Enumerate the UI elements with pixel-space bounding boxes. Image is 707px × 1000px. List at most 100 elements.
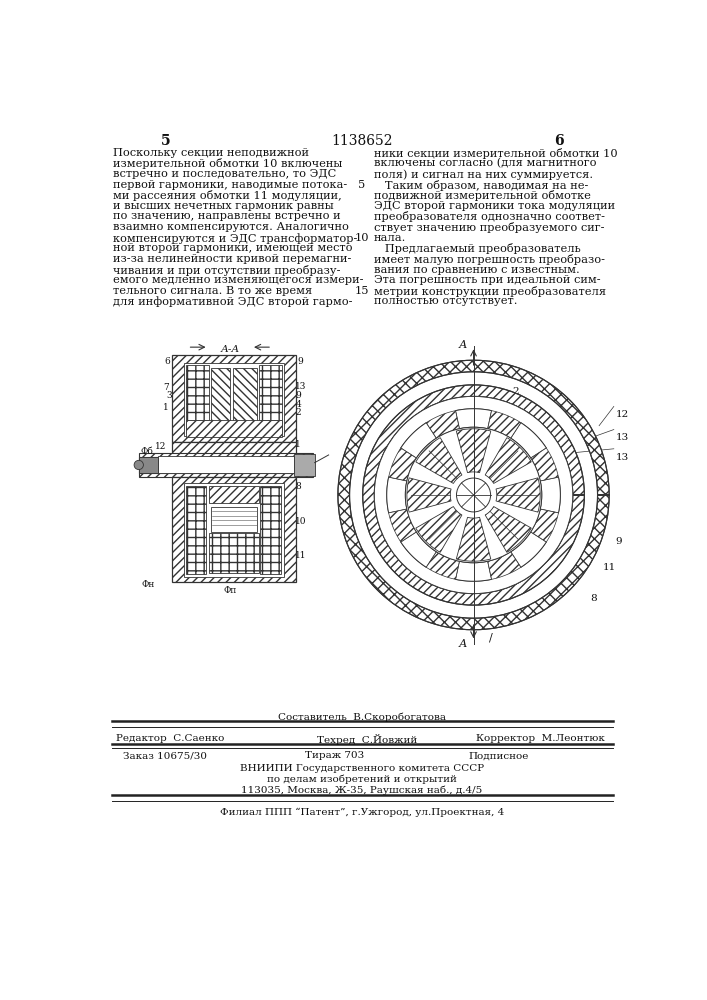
Text: метрии конструкции преобразователя: метрии конструкции преобразователя bbox=[373, 286, 606, 297]
Text: 15: 15 bbox=[355, 286, 369, 296]
Text: Φп: Φп bbox=[223, 586, 237, 595]
Polygon shape bbox=[401, 423, 436, 458]
Circle shape bbox=[134, 460, 144, 470]
Text: включены согласно (для магнитного: включены согласно (для магнитного bbox=[373, 158, 596, 169]
Text: имеет малую погрешность преобразо-: имеет малую погрешность преобразо- bbox=[373, 254, 604, 265]
Polygon shape bbox=[455, 409, 491, 429]
Polygon shape bbox=[485, 507, 531, 552]
Text: /: / bbox=[489, 632, 493, 642]
Polygon shape bbox=[209, 533, 259, 573]
Polygon shape bbox=[233, 368, 257, 432]
Polygon shape bbox=[416, 438, 462, 483]
Text: емого медленно изменяющегося измери-: емого медленно изменяющегося измери- bbox=[113, 275, 363, 285]
Text: вания по сравнению с известным.: вания по сравнению с известным. bbox=[373, 265, 579, 275]
Text: ники секции измерительной обмотки 10: ники секции измерительной обмотки 10 bbox=[373, 148, 617, 159]
Text: Таким образом, наводимая на не-: Таким образом, наводимая на не- bbox=[373, 180, 588, 191]
Text: подвижной измерительной обмотке: подвижной измерительной обмотке bbox=[373, 190, 590, 201]
Text: компенсируются и ЭДС трансформатор-: компенсируются и ЭДС трансформатор- bbox=[113, 233, 358, 244]
Text: Корректор  М.Леонтюк: Корректор М.Леонтюк bbox=[476, 734, 604, 743]
Polygon shape bbox=[403, 533, 435, 565]
Circle shape bbox=[374, 396, 573, 594]
Polygon shape bbox=[209, 486, 259, 503]
Text: ствует значению преобразуемого сиг-: ствует значению преобразуемого сиг- bbox=[373, 222, 604, 233]
Polygon shape bbox=[293, 454, 315, 476]
Polygon shape bbox=[540, 477, 561, 513]
Polygon shape bbox=[338, 360, 609, 630]
Text: ВНИИПИ Государственного комитета СССР: ВНИИПИ Государственного комитета СССР bbox=[240, 764, 484, 773]
Polygon shape bbox=[496, 478, 540, 512]
Text: 4: 4 bbox=[296, 400, 301, 409]
Text: 1: 1 bbox=[296, 440, 301, 449]
Text: 113035, Москва, Ж-35, Раушская наб., д.4/5: 113035, Москва, Ж-35, Раушская наб., д.4… bbox=[241, 785, 483, 795]
Text: 3: 3 bbox=[166, 391, 172, 400]
Polygon shape bbox=[426, 411, 460, 438]
Text: тельного сигнала. В то же время: тельного сигнала. В то же время bbox=[113, 286, 312, 296]
Text: Φн: Φн bbox=[141, 580, 155, 589]
Text: и высших нечетных гармоник равны: и высших нечетных гармоник равны bbox=[113, 201, 334, 211]
Polygon shape bbox=[139, 457, 158, 473]
Text: А-А: А-А bbox=[221, 345, 240, 354]
Text: Тираж 703: Тираж 703 bbox=[305, 751, 365, 760]
Polygon shape bbox=[512, 533, 544, 565]
Polygon shape bbox=[211, 507, 257, 532]
Polygon shape bbox=[510, 423, 547, 458]
Polygon shape bbox=[387, 477, 407, 513]
Text: полностью отсутствует.: полностью отсутствует. bbox=[373, 296, 517, 306]
Polygon shape bbox=[488, 552, 521, 579]
Polygon shape bbox=[401, 532, 436, 567]
Text: 12: 12 bbox=[155, 442, 166, 451]
Text: ной второй гармоники, имеющей место: ной второй гармоники, имеющей место bbox=[113, 243, 353, 253]
Text: взаимно компенсируются. Аналогично: взаимно компенсируются. Аналогично bbox=[113, 222, 349, 232]
Text: 9: 9 bbox=[296, 391, 301, 400]
Text: для информативной ЭДС второй гармо-: для информативной ЭДС второй гармо- bbox=[113, 296, 353, 307]
Polygon shape bbox=[455, 561, 491, 581]
Text: измерительной обмотки 10 включены: измерительной обмотки 10 включены bbox=[113, 158, 343, 169]
Polygon shape bbox=[186, 486, 206, 574]
Polygon shape bbox=[172, 442, 296, 457]
Text: по делам изобретений и открытий: по делам изобретений и открытий bbox=[267, 774, 457, 784]
Text: встречно и последовательно, то ЭДС: встречно и последовательно, то ЭДС bbox=[113, 169, 337, 179]
Text: 12: 12 bbox=[615, 410, 629, 419]
Text: Подписное: Подписное bbox=[468, 751, 529, 760]
Text: нала.: нала. bbox=[373, 233, 406, 243]
Text: 1138652: 1138652 bbox=[331, 134, 392, 148]
Circle shape bbox=[405, 427, 542, 563]
Text: А: А bbox=[459, 639, 467, 649]
Text: 1: 1 bbox=[163, 403, 169, 412]
Polygon shape bbox=[540, 477, 561, 513]
Text: 11: 11 bbox=[296, 551, 307, 560]
Polygon shape bbox=[259, 365, 282, 433]
Polygon shape bbox=[172, 477, 296, 582]
Circle shape bbox=[457, 478, 491, 512]
Polygon shape bbox=[416, 507, 462, 552]
Polygon shape bbox=[387, 477, 407, 513]
Text: преобразователя однозначно соответ-: преобразователя однозначно соответ- bbox=[373, 211, 604, 222]
Polygon shape bbox=[488, 411, 521, 438]
Polygon shape bbox=[389, 478, 404, 512]
Text: Составитель  В.Скоробогатова: Составитель В.Скоробогатова bbox=[278, 713, 446, 722]
Polygon shape bbox=[139, 453, 313, 477]
Text: Предлагаемый преобразователь: Предлагаемый преобразователь bbox=[373, 243, 580, 254]
Polygon shape bbox=[456, 429, 491, 473]
Text: 8: 8 bbox=[590, 594, 597, 603]
Text: 5: 5 bbox=[161, 134, 170, 148]
Polygon shape bbox=[186, 365, 209, 433]
Text: 6: 6 bbox=[165, 357, 170, 366]
Text: Заказ 10675/30: Заказ 10675/30 bbox=[123, 751, 207, 760]
Text: Филиал ППП “Патент”, г.Ужгород, ул.Проектная, 4: Филиал ППП “Патент”, г.Ужгород, ул.Проек… bbox=[220, 808, 504, 817]
Text: 8: 8 bbox=[296, 482, 301, 491]
Polygon shape bbox=[510, 532, 547, 567]
Text: 9: 9 bbox=[615, 537, 622, 546]
Polygon shape bbox=[426, 552, 460, 579]
Text: 6: 6 bbox=[554, 134, 563, 148]
Text: 10: 10 bbox=[355, 233, 369, 243]
Polygon shape bbox=[389, 509, 416, 542]
Polygon shape bbox=[456, 411, 491, 426]
Text: 11: 11 bbox=[603, 563, 617, 572]
Text: 2: 2 bbox=[513, 387, 519, 396]
Polygon shape bbox=[260, 486, 281, 574]
Polygon shape bbox=[139, 457, 313, 473]
Polygon shape bbox=[455, 561, 491, 581]
Text: А: А bbox=[459, 340, 467, 350]
Polygon shape bbox=[158, 456, 293, 473]
